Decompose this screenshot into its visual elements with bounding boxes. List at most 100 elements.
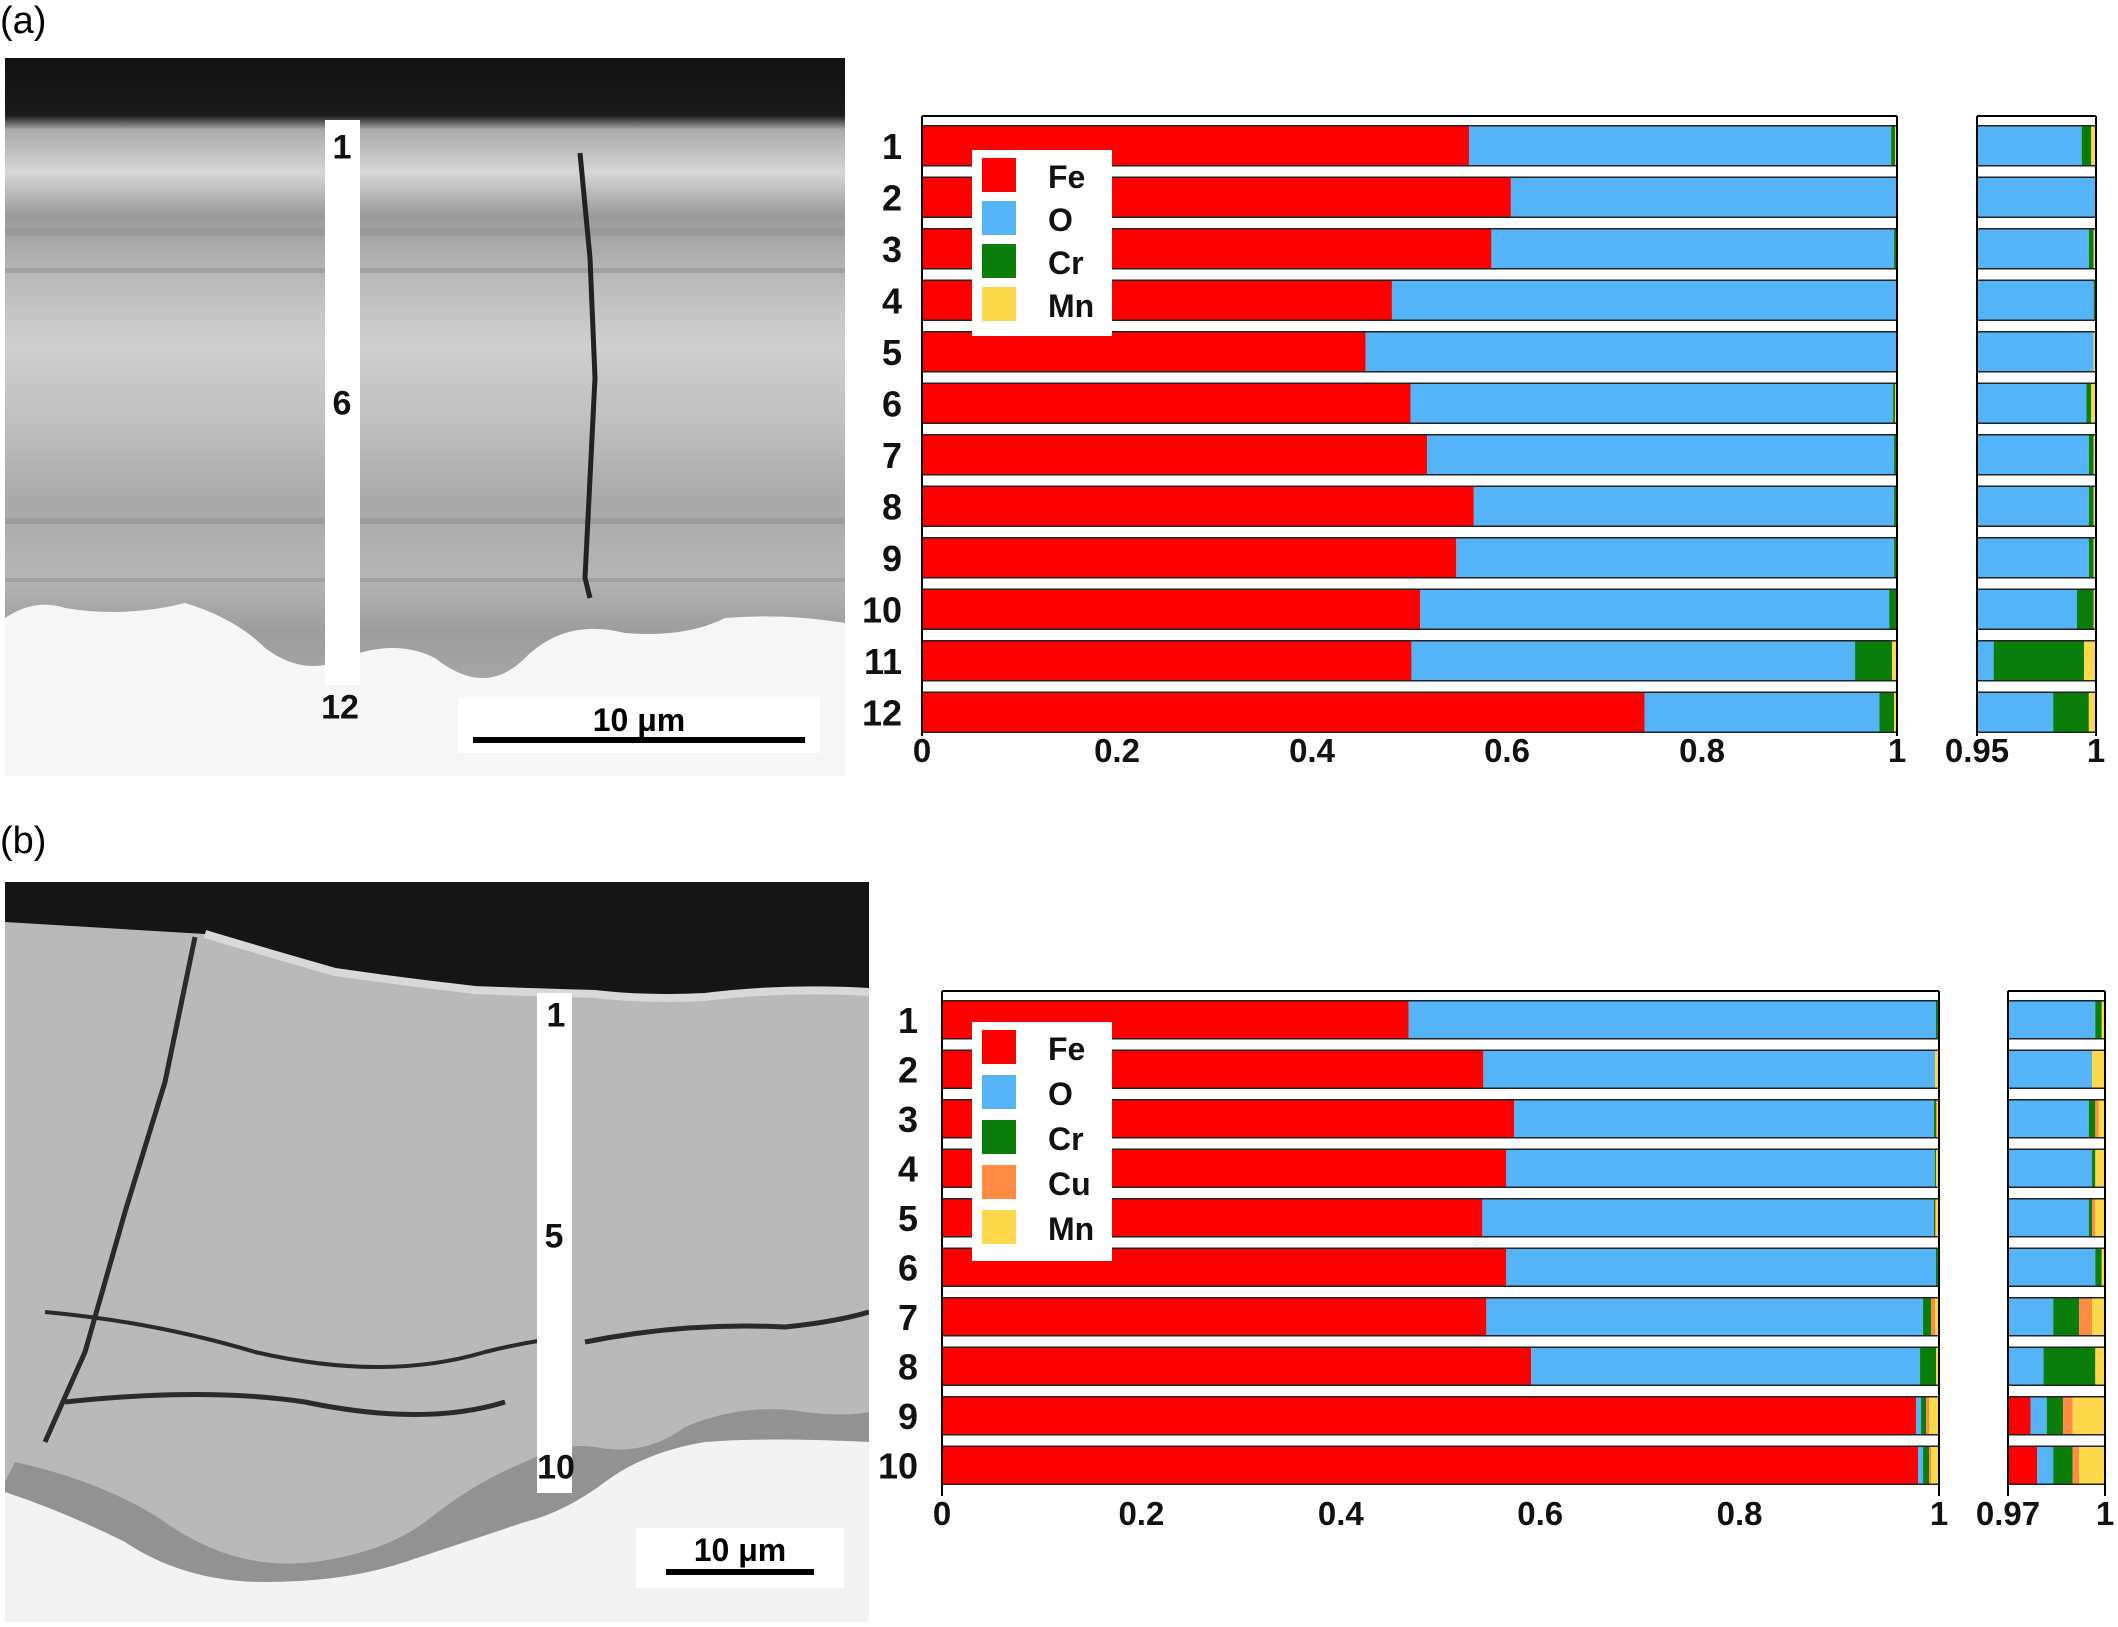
- main-a-bar-9-o: [1456, 537, 1895, 578]
- inset-a-bar-6-cr: [2086, 383, 2092, 424]
- x-tick-b-2: 0.4: [1318, 1495, 1365, 1532]
- legend-swatch-a-mn: [982, 287, 1016, 321]
- inset-b-bar-7-cu: [2079, 1297, 2093, 1336]
- main-b-bar-9-cu: [1926, 1396, 1930, 1435]
- inset-a-bar-3-mn: [2093, 228, 2096, 269]
- main-a-bar-1-cr: [1891, 125, 1896, 166]
- main-b-bar-6-o: [1506, 1248, 1937, 1287]
- category-label-a-10: 10: [862, 589, 902, 630]
- inset-a-bar-8-o: [1977, 486, 2089, 527]
- inset-b-bar-6-cr: [2095, 1248, 2102, 1287]
- main-b-bar-10-fe: [942, 1446, 1919, 1485]
- main-b-bar-8-mn: [1936, 1347, 1939, 1386]
- main-b-bar-9-fe: [942, 1396, 1917, 1435]
- legend-swatch-b-o: [982, 1075, 1016, 1109]
- inset-b-bar-6-mn: [2101, 1248, 2105, 1287]
- inset-b-bar-4-mn: [2095, 1149, 2105, 1188]
- main-a-bar-11-cr: [1855, 640, 1893, 681]
- inset-tick-b-0: 0.97: [1976, 1495, 2040, 1532]
- inset-b-bar-8-cr: [2043, 1347, 2096, 1386]
- main-b-bar-9-mn: [1929, 1396, 1939, 1435]
- inset-a-bar-7-o: [1977, 434, 2089, 475]
- inset-b-bar-3-o: [2008, 1099, 2089, 1138]
- main-b-bar-5-o: [1482, 1198, 1935, 1237]
- main-b-bar-4-mn: [1936, 1149, 1939, 1188]
- main-a-bar-12-fe: [922, 692, 1645, 733]
- legend-label-a-o: O: [1048, 202, 1073, 238]
- inset-a-bar-7-mn: [2093, 434, 2096, 475]
- main-a-bar-8-cr: [1894, 486, 1897, 527]
- inset-b-bar-9-mn: [2072, 1396, 2105, 1435]
- main-b-bar-9-o: [1916, 1396, 1922, 1435]
- x-tick-b-3: 0.6: [1517, 1495, 1563, 1532]
- inset-b-bar-9-cu: [2062, 1396, 2073, 1435]
- scale-bar-a-label: 10 μm: [592, 702, 686, 738]
- inset-b-bar-10-o: [2037, 1446, 2054, 1485]
- x-tick-a-5: 1: [1888, 732, 1906, 769]
- main-a-bar-10-cr: [1889, 589, 1897, 630]
- inset-b-bar-10-cu: [2072, 1446, 2080, 1485]
- category-label-a-5: 5: [882, 332, 902, 373]
- scale-bar-b: 10 μm: [636, 1528, 844, 1588]
- main-a-bar-6-fe: [922, 383, 1411, 424]
- category-label-b-8: 8: [898, 1346, 918, 1387]
- category-label-a-6: 6: [882, 383, 902, 424]
- category-label-b-1: 1: [898, 1000, 918, 1041]
- main-b-bar-1-o: [1408, 1000, 1937, 1039]
- inset-b-bar-1-cr: [2095, 1000, 2102, 1039]
- main-a-bar-12-o: [1644, 692, 1880, 733]
- x-tick-a-0: 0: [913, 732, 931, 769]
- inset-b-bar-1-mn: [2101, 1000, 2105, 1039]
- main-a-bar-3-o: [1491, 228, 1895, 269]
- main-b-bar-8-cr: [1920, 1347, 1937, 1386]
- inset-b-bar-6-o: [2008, 1248, 2096, 1287]
- main-a-bar-9-cr: [1894, 537, 1897, 578]
- strip-a-mid-label: 6: [332, 384, 352, 423]
- inset-a-bar-2-o: [1977, 177, 2096, 218]
- legend-swatch-b-cr: [982, 1120, 1016, 1154]
- inset-b-bar-10-mn: [2079, 1446, 2105, 1485]
- strip-a-start-label: 1: [332, 128, 352, 167]
- legend-label-b-o: O: [1048, 1076, 1073, 1112]
- inset-a-bar-9-mn: [2093, 537, 2096, 578]
- category-label-a-12: 12: [862, 692, 902, 733]
- main-a-bars: [921, 115, 1898, 736]
- legend-swatch-b-cu: [982, 1165, 1016, 1199]
- scale-bar-b-line: [666, 1569, 814, 1575]
- main-a-bar-8-fe: [922, 486, 1474, 527]
- inset-a-bar-1-cr: [2081, 125, 2092, 166]
- x-tick-b-1: 0.2: [1118, 1495, 1164, 1532]
- inset-b-bar-7-o: [2008, 1297, 2054, 1336]
- legend-swatch-a-cr: [982, 244, 1016, 278]
- inset-a-bar-10-mn: [2093, 589, 2096, 630]
- main-a-bar-11-fe: [922, 640, 1412, 681]
- inset-a-bar-8-mn: [2093, 486, 2096, 527]
- legend-b: Fe O Cr Cu Mn: [972, 1022, 1112, 1261]
- inset-b-bar-5-cu: [2092, 1198, 2096, 1237]
- category-label-a-1: 1: [882, 126, 902, 167]
- category-label-b-4: 4: [898, 1148, 918, 1189]
- legend-swatch-a-fe: [982, 158, 1016, 192]
- category-label-b-3: 3: [898, 1099, 918, 1140]
- category-label-a-2: 2: [882, 177, 902, 218]
- main-a-bar-10-fe: [922, 589, 1421, 630]
- inset-b-bar-9-o: [2030, 1396, 2047, 1435]
- inset-a-bar-4-o: [1977, 280, 2094, 321]
- main-b-bar-8-fe: [942, 1347, 1532, 1386]
- inset-a-bar-9-cr: [2088, 537, 2094, 578]
- category-label-b-10: 10: [878, 1445, 918, 1486]
- legend-label-b-fe: Fe: [1048, 1031, 1085, 1067]
- inset-b-bar-3-mn: [2098, 1099, 2105, 1138]
- main-a-bar-12-cr: [1879, 692, 1895, 733]
- main-b-bar-7-cr: [1923, 1297, 1932, 1336]
- inset-tick-a-0: 0.95: [1945, 732, 2009, 769]
- category-label-b-6: 6: [898, 1247, 918, 1288]
- main-a-bar-7-cr: [1894, 434, 1897, 475]
- legend-label-a-fe: Fe: [1048, 159, 1085, 195]
- category-label-a-4: 4: [882, 280, 902, 321]
- main-b-bar-1-cr: [1936, 1000, 1939, 1039]
- inset-a-bar-12-mn: [2088, 692, 2096, 733]
- main-a-bar-2-o: [1510, 177, 1897, 218]
